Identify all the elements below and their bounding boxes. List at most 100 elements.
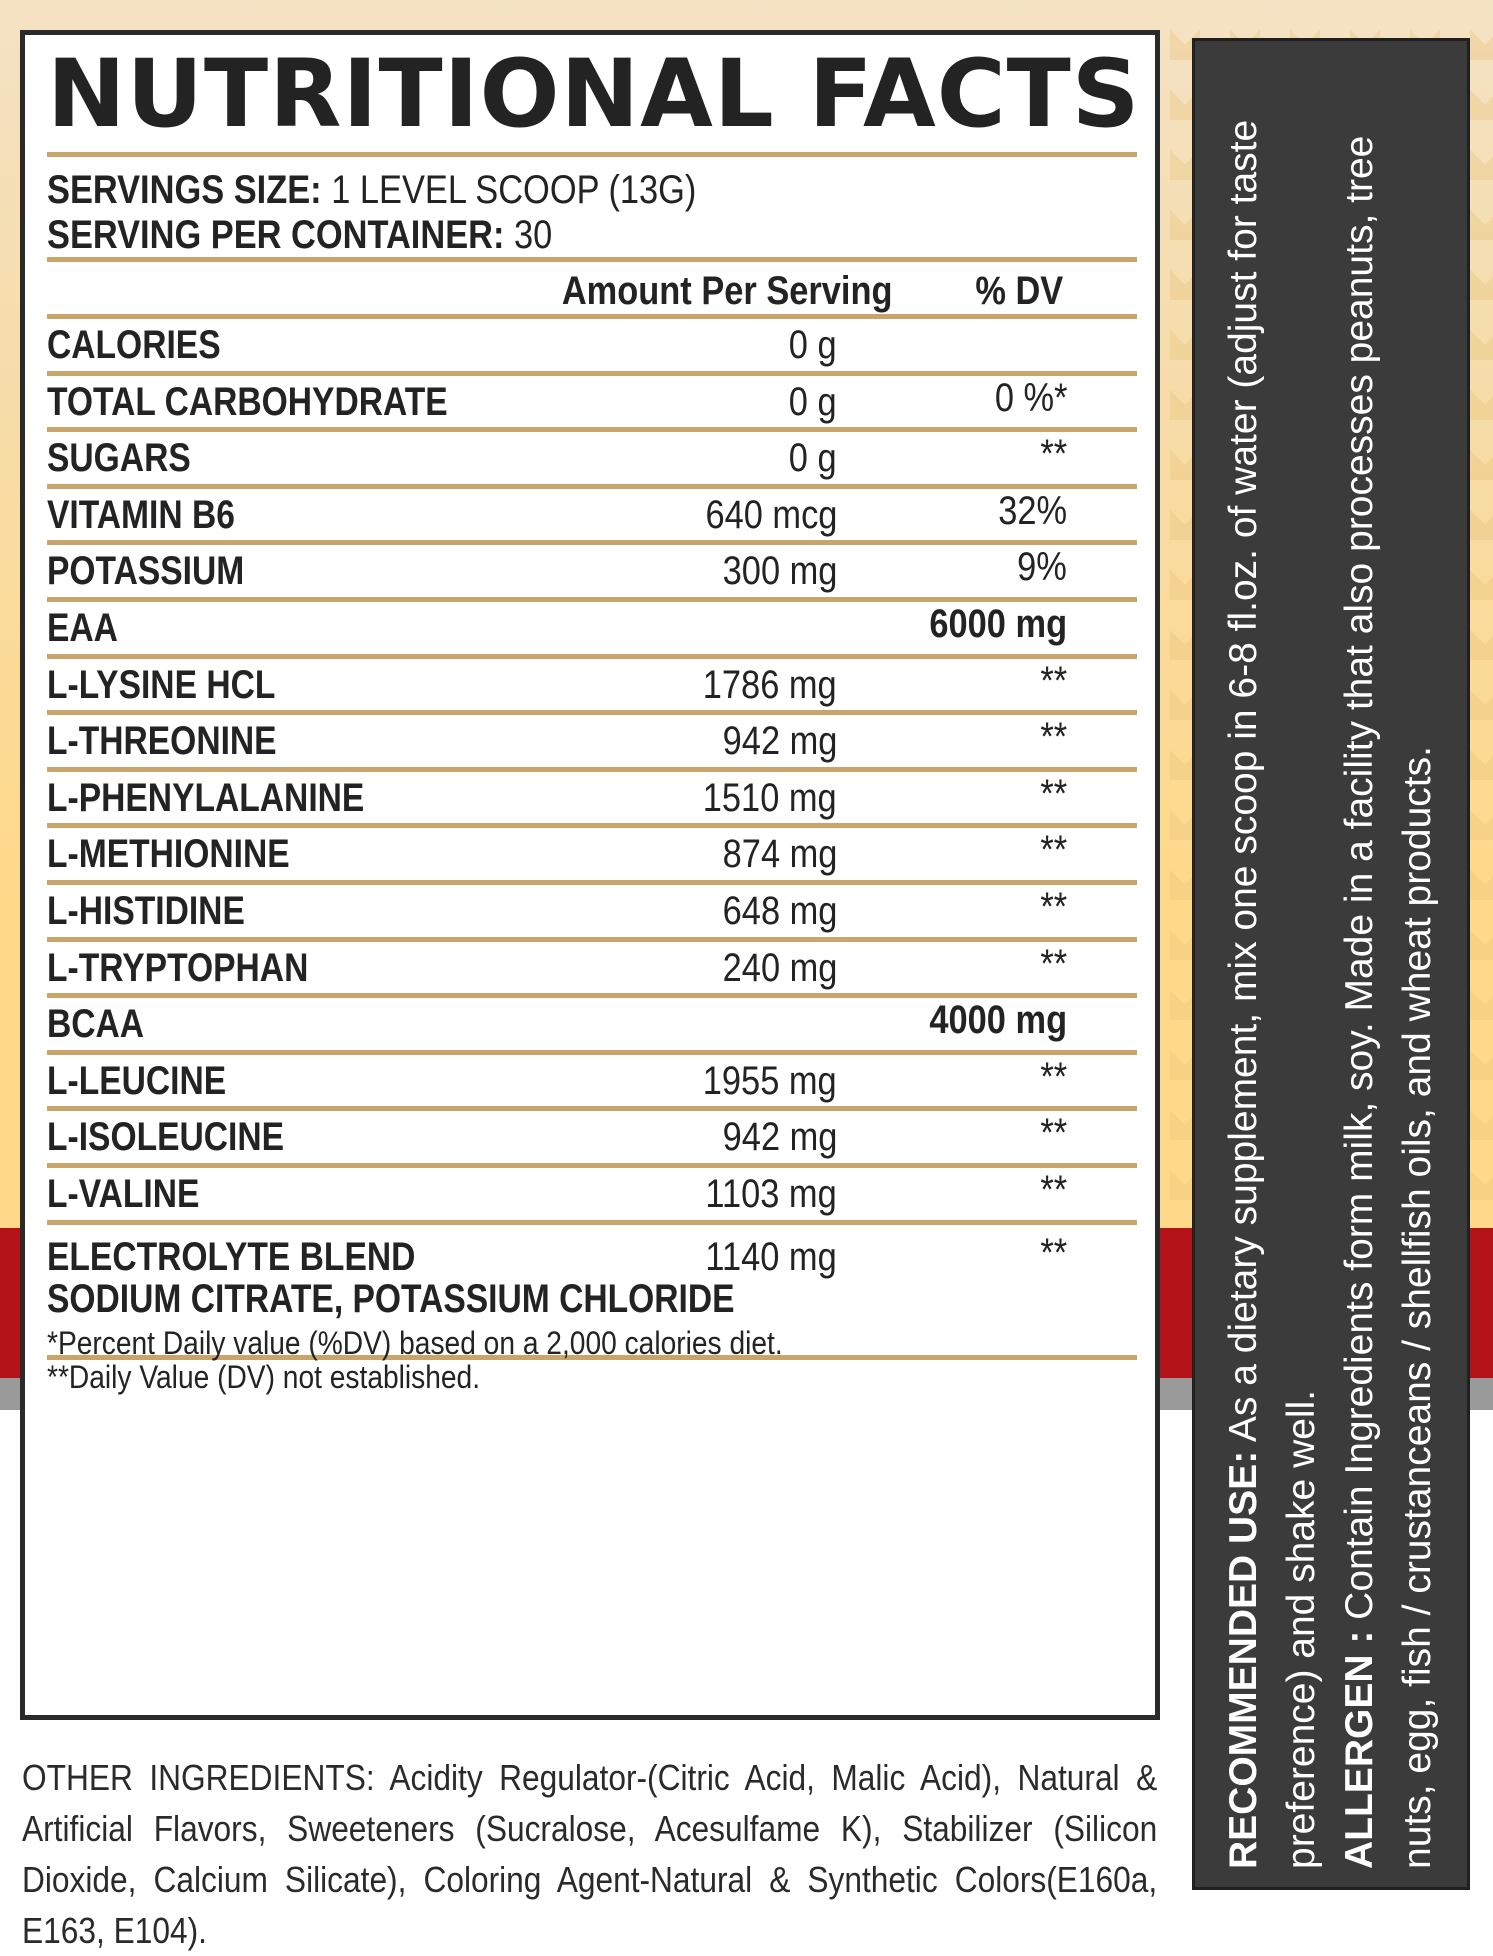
usage-side-panel: RECOMMENDED USE: As a dietary supplement… — [1192, 38, 1470, 1890]
nutrient-daily-value: ** — [1040, 771, 1067, 816]
table-row: L-LYSINE HCL 1786 mg ** — [47, 659, 1137, 716]
servings-per-container-label: SERVING PER CONTAINER: — [47, 213, 505, 257]
nutrient-name: L-THREONINE — [47, 719, 277, 764]
serving-size-label: SERVINGS SIZE: — [47, 168, 322, 212]
nutrient-amount: 0 g — [789, 436, 837, 481]
divider — [47, 483, 1137, 489]
nutrient-amount: 640 mcg — [705, 492, 837, 537]
divider — [47, 596, 1137, 602]
nutrient-daily-value: ** — [1040, 885, 1067, 929]
nutrient-amount: 0 g — [789, 379, 837, 424]
nutrient-amount: 942 mg — [722, 719, 837, 764]
nutrient-amount: 1140 mg — [705, 1234, 837, 1279]
divider — [47, 1354, 1137, 1360]
table-row: BCAA 4000 mg — [47, 998, 1137, 1055]
servings-per-container: SERVING PER CONTAINER: 30 — [47, 213, 552, 258]
nutrient-amount: 1955 mg — [703, 1058, 837, 1103]
nutrient-subtext: SODIUM CITRATE, POTASSIUM CHLORIDE — [47, 1276, 735, 1321]
amount-header: Amount Per Serving — [562, 269, 893, 313]
nutrient-daily-value: 32% — [998, 488, 1067, 533]
nutrient-name: L-ISOLEUCINE — [47, 1115, 285, 1160]
divider — [47, 823, 1137, 829]
table-row: L-METHIONINE 874 mg ** — [47, 828, 1137, 885]
nutrient-name: L-HISTIDINE — [47, 889, 245, 933]
allergen-text: Contain Ingredients form milk, soy. Made… — [1338, 135, 1439, 1869]
nutrient-name: EAA — [47, 606, 118, 650]
nutrient-name: VITAMIN B6 — [47, 492, 235, 537]
table-row: L-HISTIDINE 648 mg ** — [47, 885, 1137, 942]
recommended-use-label: RECOMMENDED USE: — [1222, 1450, 1265, 1869]
nutrient-daily-value: ** — [1040, 1111, 1067, 1156]
other-ingredients: OTHER INGREDIENTS: Acidity Regulator-(Ci… — [22, 1757, 1158, 1951]
nutrient-daily-value: ** — [1040, 1054, 1067, 1099]
nutrient-daily-value: ** — [1040, 715, 1067, 760]
nutrient-daily-value: ** — [1040, 1168, 1067, 1212]
table-row: EAA 6000 mg — [47, 602, 1137, 659]
divider — [47, 710, 1137, 716]
nutrient-daily-value: ** — [1040, 658, 1067, 703]
nutrient-name: L-PHENYLALANINE — [47, 775, 365, 820]
table-row: SUGARS 0 g ** — [47, 432, 1137, 489]
serving-size-value: 1 LEVEL SCOOP (13G) — [331, 168, 697, 212]
nutrient-name: ELECTROLYTE BLEND — [47, 1234, 416, 1279]
nutrient-daily-value: ** — [1040, 828, 1067, 873]
nutrient-name: CALORIES — [47, 323, 221, 367]
nutrient-amount: 0 g — [789, 323, 837, 367]
divider — [47, 879, 1137, 885]
table-row: CALORIES 0 g — [47, 319, 1137, 376]
nutrient-daily-value: 6000 mg — [929, 602, 1067, 646]
servings-per-container-value: 30 — [514, 213, 553, 257]
table-row: POTASSIUM 300 mg 9% — [47, 545, 1137, 602]
nutrient-daily-value: ** — [1040, 1230, 1067, 1275]
nutrient-name: TOTAL CARBOHYDRATE — [47, 379, 448, 424]
nutrient-amount: 648 mg — [722, 889, 837, 933]
divider — [47, 540, 1137, 546]
nutrient-amount: 300 mg — [722, 549, 837, 594]
table-row: L-VALINE 1103 mg ** — [47, 1168, 1137, 1225]
table-row: ELECTROLYTE BLEND SODIUM CITRATE, POTASSI… — [47, 1225, 1137, 1360]
divider — [47, 1049, 1137, 1055]
divider — [47, 1162, 1137, 1168]
dv-header: % DV — [975, 269, 1063, 313]
divider — [47, 936, 1137, 942]
serving-size: SERVINGS SIZE: 1 LEVEL SCOOP (13G) — [47, 168, 696, 213]
table-row: L-TRYPTOPHAN 240 mg ** — [47, 942, 1137, 999]
nutrition-facts-panel: NUTRITIONAL FACTS SERVINGS SIZE: 1 LEVEL… — [20, 30, 1160, 1720]
nutrient-name: L-TRYPTOPHAN — [47, 945, 309, 990]
divider — [47, 370, 1137, 376]
nutrient-name: L-LEUCINE — [47, 1058, 227, 1103]
divider — [47, 1106, 1137, 1112]
nutrient-daily-value: 0 %* — [994, 375, 1067, 420]
nutrient-daily-value: ** — [1040, 432, 1067, 477]
nutrient-amount: 942 mg — [722, 1115, 837, 1160]
table-row: TOTAL CARBOHYDRATE 0 g 0 %* — [47, 376, 1137, 433]
table-row: L-PHENYLALANINE 1510 mg ** — [47, 772, 1137, 829]
nutrient-name: L-VALINE — [47, 1172, 200, 1216]
allergen-label: ALLERGEN : — [1338, 1630, 1381, 1869]
divider — [47, 427, 1137, 433]
nutrient-daily-value: ** — [1040, 941, 1067, 986]
allergen: ALLERGEN : Contain Ingredients form milk… — [1331, 59, 1447, 1869]
divider — [47, 653, 1137, 659]
divider — [47, 257, 1137, 262]
table-row: L-THREONINE 942 mg ** — [47, 715, 1137, 772]
nutrient-daily-value: 9% — [1017, 545, 1067, 590]
nutrient-name: L-LYSINE HCL — [47, 662, 276, 707]
usage-text-block: RECOMMENDED USE: As a dietary supplement… — [1215, 59, 1447, 1869]
divider — [47, 314, 1137, 319]
page-title: NUTRITIONAL FACTS — [47, 40, 1141, 149]
nutrient-name: L-METHIONINE — [47, 832, 290, 877]
nutrient-name: BCAA — [47, 1002, 145, 1047]
nutrient-amount: 874 mg — [722, 832, 837, 877]
nutrient-name: POTASSIUM — [47, 549, 245, 594]
divider — [47, 993, 1137, 999]
divider — [47, 152, 1137, 157]
table-row: VITAMIN B6 640 mcg 32% — [47, 489, 1137, 546]
nutrient-amount: 1103 mg — [705, 1172, 837, 1216]
nutrient-name: SUGARS — [47, 436, 191, 481]
table-row: L-LEUCINE 1955 mg ** — [47, 1055, 1137, 1112]
divider — [47, 766, 1137, 772]
table-row: L-ISOLEUCINE 942 mg ** — [47, 1111, 1137, 1168]
nutrient-amount: 1786 mg — [703, 662, 837, 707]
footnote-not-established: **Daily Value (DV) not established. — [47, 1359, 481, 1395]
